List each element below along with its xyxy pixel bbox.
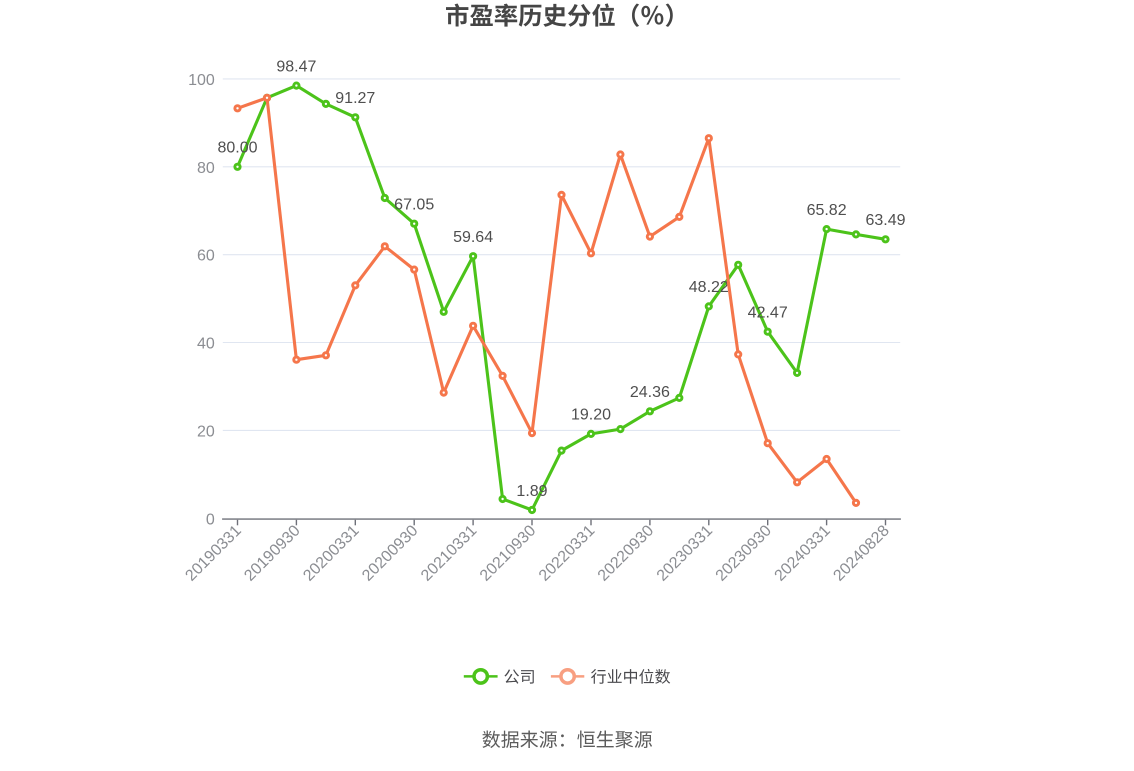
svg-text:42.47: 42.47 [748, 305, 788, 322]
svg-text:59.64: 59.64 [453, 229, 493, 246]
svg-text:91.27: 91.27 [335, 90, 375, 107]
svg-text:65.82: 65.82 [807, 202, 847, 219]
svg-text:98.47: 98.47 [276, 58, 316, 75]
svg-text:19.20: 19.20 [571, 407, 611, 424]
svg-text:40: 40 [197, 336, 215, 353]
svg-text:24.36: 24.36 [630, 384, 670, 401]
svg-text:20: 20 [197, 423, 215, 440]
svg-text:100: 100 [188, 72, 215, 89]
svg-text:48.22: 48.22 [689, 279, 729, 296]
svg-text:80.00: 80.00 [217, 140, 257, 157]
svg-text:1.89: 1.89 [516, 483, 547, 500]
svg-text:67.05: 67.05 [394, 197, 434, 214]
svg-text:63.49: 63.49 [865, 212, 905, 229]
svg-text:0: 0 [206, 511, 215, 528]
svg-text:80: 80 [197, 160, 215, 177]
svg-text:60: 60 [197, 248, 215, 265]
